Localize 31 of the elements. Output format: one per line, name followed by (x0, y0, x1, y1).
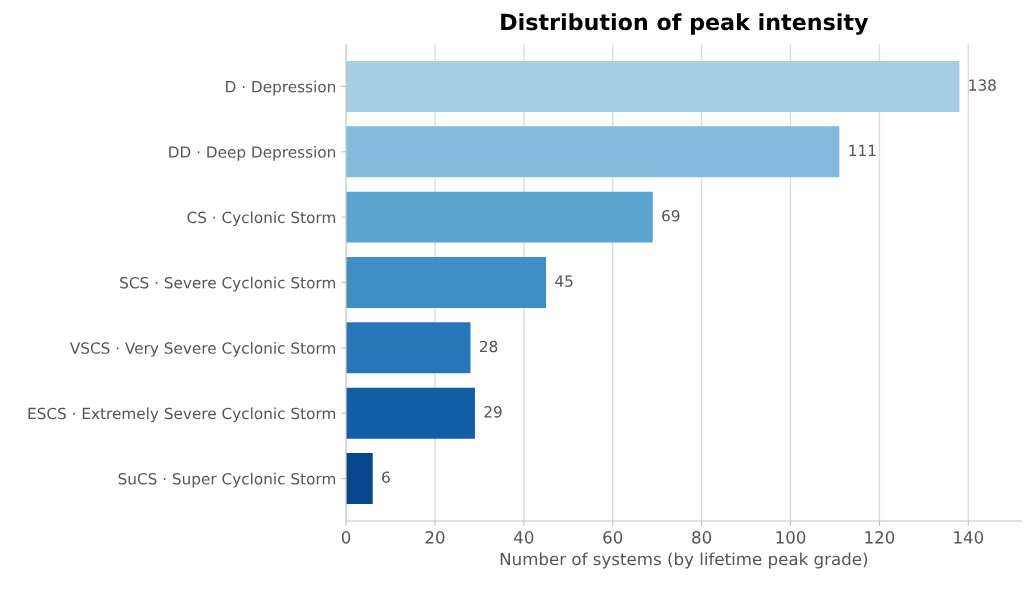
bar (346, 126, 840, 178)
y-tick-label: SuCS · Super Cyclonic Storm (118, 472, 336, 488)
data-label: 111 (849, 144, 876, 156)
bar (346, 387, 475, 439)
bar (346, 322, 471, 374)
chart-title: Distribution of peak intensity (501, 13, 869, 35)
y-tick-label: SCS · Severe Cyclonic Storm (120, 276, 336, 292)
x-tick-label: 20 (425, 531, 445, 544)
data-label: 29 (484, 406, 502, 418)
y-tick-label: DD · Deep Depression (169, 145, 336, 161)
x-tick-label: 60 (603, 531, 623, 544)
x-tick-label: 80 (692, 531, 712, 544)
x-tick-label: 100 (776, 531, 806, 544)
data-label: 45 (555, 275, 573, 287)
x-axis-title: Number of systems (by lifetime peak grade) (500, 552, 868, 569)
x-tick-label: 40 (514, 531, 534, 544)
data-label: 138 (969, 79, 996, 91)
bar (346, 191, 653, 243)
x-tick-label: 120 (865, 531, 895, 544)
y-tick-label: D · Depression (226, 80, 336, 96)
data-label: 69 (662, 210, 680, 222)
bar (346, 453, 373, 505)
bar (346, 257, 547, 308)
x-tick-label: 0 (341, 531, 351, 544)
y-tick-label: VSCS · Very Severe Cyclonic Storm (69, 342, 336, 357)
y-tick-label: CS · Cyclonic Storm (187, 211, 336, 227)
x-tick-label: 140 (954, 531, 984, 544)
data-label: 6 (382, 471, 390, 483)
data-label: 28 (479, 340, 498, 353)
y-tick-label: ESCS · Extremely Severe Cyclonic Storm (28, 407, 336, 423)
bar (346, 60, 960, 112)
